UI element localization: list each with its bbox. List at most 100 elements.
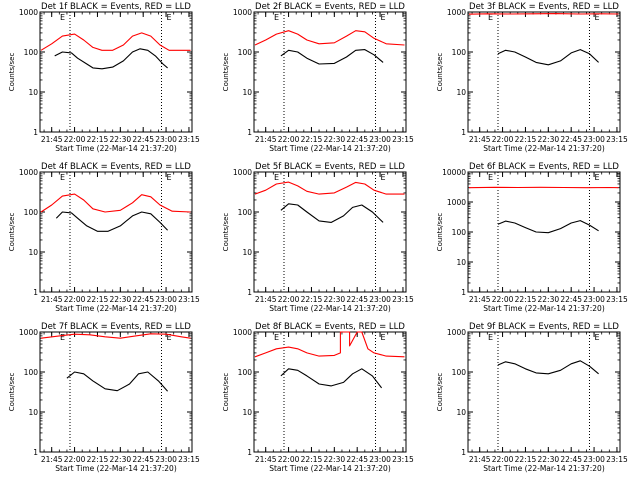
- x-tick-label: 22:00: [492, 455, 514, 464]
- series-line-events: [281, 204, 383, 223]
- x-tick-label: 22:30: [324, 135, 346, 144]
- panel-det-3: Det 3f BLACK = Events, RED = LLD 1 10 100 10…: [436, 2, 628, 153]
- x-tick-label: 23:00: [369, 135, 391, 144]
- x-tick-label: 23:15: [392, 295, 414, 304]
- x-tick-label: 22:45: [560, 135, 582, 144]
- y-tick-label: 1000: [233, 328, 252, 337]
- y-axis-label: Counts/sec: [222, 213, 230, 252]
- y-tick-label: 1: [33, 448, 38, 457]
- panel-title: Det 9f BLACK = Events, RED = LLD: [469, 322, 619, 332]
- x-tick-label: 23:15: [392, 455, 414, 464]
- y-tick-label: 10: [242, 248, 252, 257]
- x-tick-label: 23:00: [369, 295, 391, 304]
- y-axis-label: Counts/sec: [436, 213, 444, 252]
- series-line-events: [67, 372, 168, 391]
- plot-frame: [254, 172, 406, 292]
- y-tick-label: 10: [28, 248, 38, 257]
- panel-title: Det 6f BLACK = Events, RED = LLD: [469, 162, 619, 172]
- x-tick-label: 22:45: [346, 295, 368, 304]
- y-tick-label: 100: [238, 208, 253, 217]
- y-tick-label: 100: [452, 368, 467, 377]
- x-tick-label: 23:15: [392, 135, 414, 144]
- y-tick-label: 1000: [447, 8, 466, 17]
- x-tick-label: 23:15: [606, 135, 628, 144]
- x-tick-label: 22:15: [515, 135, 537, 144]
- x-tick-label: 23:15: [178, 455, 200, 464]
- series-line-lld: [41, 194, 191, 212]
- panel-title: Det 7f BLACK = Events, RED = LLD: [41, 322, 191, 332]
- panel-det-7: Det 7f BLACK = Events, RED = LLD11010010…: [8, 322, 200, 473]
- x-tick-label: 21:45: [469, 135, 491, 144]
- x-tick-label: 23:00: [155, 295, 177, 304]
- x-tick-label: 22:45: [132, 295, 154, 304]
- y-tick-label: 100: [24, 48, 39, 57]
- panel-title: Det 1f BLACK = Events, RED = LLD: [41, 2, 191, 12]
- x-tick-label: 22:00: [278, 135, 300, 144]
- y-tick-label: 1: [33, 128, 38, 137]
- panel-det-9: Det 9f BLACK = Events, RED = LLD11010010…: [436, 322, 628, 473]
- series-line-lld: [255, 182, 405, 194]
- y-tick-label: 10000: [442, 168, 466, 177]
- x-tick-label: 21:45: [255, 135, 277, 144]
- panel-det-2: Det 2f BLACK = Events, RED = LLD11010010…: [222, 2, 414, 153]
- y-tick-label: 1: [247, 288, 252, 297]
- series-line-events: [498, 221, 599, 233]
- x-tick-label: 22:45: [560, 455, 582, 464]
- x-tick-label: 22:30: [110, 295, 132, 304]
- x-tick-label: 22:15: [87, 455, 109, 464]
- x-axis-label: Start Time (22-Mar-14 21:37:20): [55, 304, 177, 313]
- event-marker-label: E: [488, 333, 493, 342]
- y-axis-label: Counts/sec: [222, 373, 230, 412]
- panel-title: Det 3f BLACK = Events, RED = LLD: [469, 2, 619, 12]
- x-tick-label: 21:45: [41, 295, 63, 304]
- panel-title: Det 4f BLACK = Events, RED = LLD: [41, 162, 191, 172]
- event-marker-label: E: [274, 333, 279, 342]
- x-tick-label: 22:15: [301, 455, 323, 464]
- x-tick-label: 23:15: [606, 295, 628, 304]
- event-marker-label: E: [380, 173, 385, 182]
- y-tick-label: 1: [247, 448, 252, 457]
- x-tick-label: 22:45: [132, 455, 154, 464]
- x-tick-label: 22:00: [64, 295, 86, 304]
- panel-det-6: Det 6f BLACK = Events, RED = LLD11010010…: [436, 162, 628, 313]
- event-marker-label: E: [488, 173, 493, 182]
- y-tick-label: 100: [452, 228, 467, 237]
- y-tick-label: 1000: [19, 168, 38, 177]
- x-tick-label: 22:00: [492, 135, 514, 144]
- series-line-events: [56, 212, 167, 231]
- panel-det-5: Det 5f BLACK = Events, RED = LLD11010010…: [222, 162, 414, 313]
- series-line-events: [281, 369, 382, 388]
- y-tick-label: 10: [242, 88, 252, 97]
- x-tick-label: 22:00: [278, 295, 300, 304]
- x-tick-label: 22:00: [278, 455, 300, 464]
- y-tick-label: 1000: [19, 328, 38, 337]
- x-tick-label: 21:45: [469, 455, 491, 464]
- y-tick-label: 100: [24, 368, 39, 377]
- y-tick-label: 100: [452, 48, 467, 57]
- x-tick-label: 22:30: [538, 135, 560, 144]
- plot-frame: [468, 332, 620, 452]
- y-tick-label: 1: [461, 128, 466, 137]
- series-line-lld: [255, 31, 405, 45]
- x-tick-label: 22:30: [324, 455, 346, 464]
- x-axis-label: Start Time (22-Mar-14 21:37:20): [269, 464, 391, 473]
- plot-frame: [40, 12, 192, 132]
- y-tick-label: 10: [456, 88, 466, 97]
- y-axis-label: Counts/sec: [8, 373, 16, 412]
- y-tick-label: 1: [461, 288, 466, 297]
- x-tick-label: 23:00: [155, 455, 177, 464]
- x-tick-label: 22:15: [301, 295, 323, 304]
- x-tick-label: 22:30: [110, 455, 132, 464]
- x-tick-label: 23:00: [583, 455, 605, 464]
- x-axis-label: Start Time (22-Mar-14 21:37:20): [269, 304, 391, 313]
- x-tick-label: 23:15: [178, 135, 200, 144]
- x-tick-label: 21:45: [255, 455, 277, 464]
- x-tick-label: 22:15: [301, 135, 323, 144]
- x-tick-label: 23:15: [606, 455, 628, 464]
- x-tick-label: 22:15: [87, 135, 109, 144]
- x-axis-label: Start Time (22-Mar-14 21:37:20): [483, 144, 605, 153]
- y-tick-label: 10: [456, 408, 466, 417]
- x-tick-label: 23:00: [583, 295, 605, 304]
